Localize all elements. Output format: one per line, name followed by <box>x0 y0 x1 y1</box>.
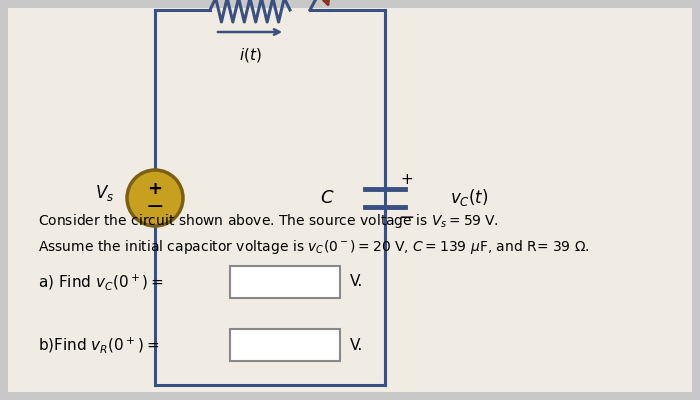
Text: $i(t)$: $i(t)$ <box>239 46 261 64</box>
Text: +: + <box>148 180 162 198</box>
FancyBboxPatch shape <box>230 329 340 361</box>
Text: V.: V. <box>350 338 363 352</box>
Text: −: − <box>399 208 415 228</box>
Circle shape <box>127 170 183 226</box>
FancyBboxPatch shape <box>230 266 340 298</box>
Text: Assume the initial capacitor voltage is $v_C(0^-) = 20$ V, $C = 139\ \mu\mathrm{: Assume the initial capacitor voltage is … <box>38 238 589 256</box>
Text: −: − <box>146 197 164 217</box>
Text: a) Find $v_C(0^+) =$: a) Find $v_C(0^+) =$ <box>38 272 164 292</box>
Text: b)Find $v_R(0^+) =$: b)Find $v_R(0^+) =$ <box>38 335 159 355</box>
Text: C: C <box>321 189 333 207</box>
FancyBboxPatch shape <box>8 8 692 392</box>
Text: V.: V. <box>350 274 363 290</box>
Text: +: + <box>400 172 414 188</box>
Text: Consider the circuit shown above. The source voltage is $V_s = 59$ V.: Consider the circuit shown above. The so… <box>38 212 499 230</box>
Text: $v_C(t)$: $v_C(t)$ <box>450 188 489 208</box>
FancyBboxPatch shape <box>130 185 385 390</box>
Text: $V_s$: $V_s$ <box>95 183 115 203</box>
